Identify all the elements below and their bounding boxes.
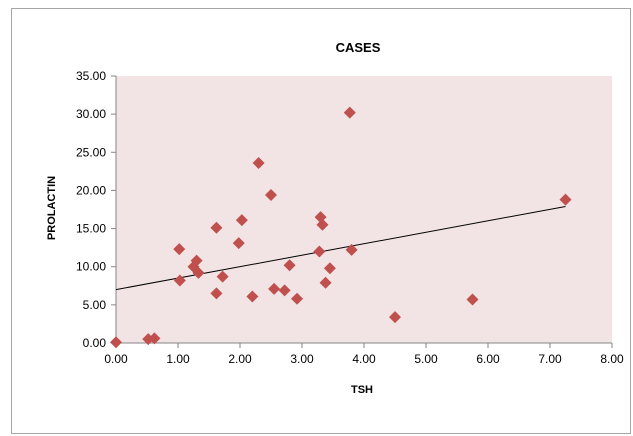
data-point	[278, 284, 291, 297]
chart-title: CASES	[336, 40, 381, 55]
data-point	[173, 243, 186, 256]
data-point	[246, 290, 259, 303]
data-point	[316, 218, 329, 231]
data-point	[345, 243, 358, 256]
data-point	[313, 245, 326, 258]
x-tick-label: 8.00	[600, 352, 624, 366]
data-point	[210, 287, 223, 300]
data-point	[466, 293, 479, 306]
data-point	[173, 274, 186, 287]
data-point	[323, 262, 336, 275]
data-point	[291, 292, 304, 305]
x-axis-title: TSH	[351, 384, 373, 396]
y-tick-label: 30.00	[76, 107, 106, 121]
data-point	[343, 106, 356, 119]
y-tick-label: 20.00	[76, 183, 106, 197]
y-tick-label: 5.00	[83, 298, 107, 312]
x-tick-label: 5.00	[414, 352, 438, 366]
x-tick-label: 2.00	[228, 352, 252, 366]
data-point	[216, 270, 229, 283]
data-point	[190, 254, 203, 267]
data-point	[559, 193, 572, 206]
data-point	[192, 266, 205, 279]
x-tick-label: 1.00	[166, 352, 190, 366]
x-tick-label: 4.00	[352, 352, 376, 366]
data-point	[268, 282, 281, 295]
y-tick-label: 0.00	[83, 336, 107, 350]
x-tick-label: 0.00	[104, 352, 128, 366]
x-tick-label: 6.00	[476, 352, 500, 366]
trendline-group	[115, 205, 566, 291]
y-axis-title: PROLACTIN	[46, 176, 58, 240]
data-point	[265, 189, 277, 202]
data-points	[110, 106, 572, 349]
y-axis: 0.00 5.00 10.00 15.00 20.00 25.00 30.00 35.00	[76, 69, 117, 350]
data-point	[232, 237, 245, 250]
data-point	[389, 311, 401, 324]
data-point	[252, 156, 265, 169]
y-tick-label: 10.00	[76, 260, 106, 274]
data-point	[235, 214, 248, 227]
data-point	[110, 336, 122, 349]
y-tick-label: 25.00	[76, 145, 106, 159]
plot-area	[116, 76, 612, 343]
x-axis: 0.00 1.00 2.00 3.00 4.00 5.00 6.00 7.00 8.00	[104, 342, 624, 366]
x-tick-label: 3.00	[290, 352, 314, 366]
trendline	[115, 205, 566, 291]
data-point	[319, 276, 332, 289]
data-point	[148, 332, 161, 345]
y-tick-label: 15.00	[76, 222, 106, 236]
y-tick-label: 35.00	[76, 69, 106, 83]
data-point	[210, 221, 223, 234]
x-tick-label: 7.00	[538, 352, 562, 366]
data-point	[283, 259, 296, 272]
